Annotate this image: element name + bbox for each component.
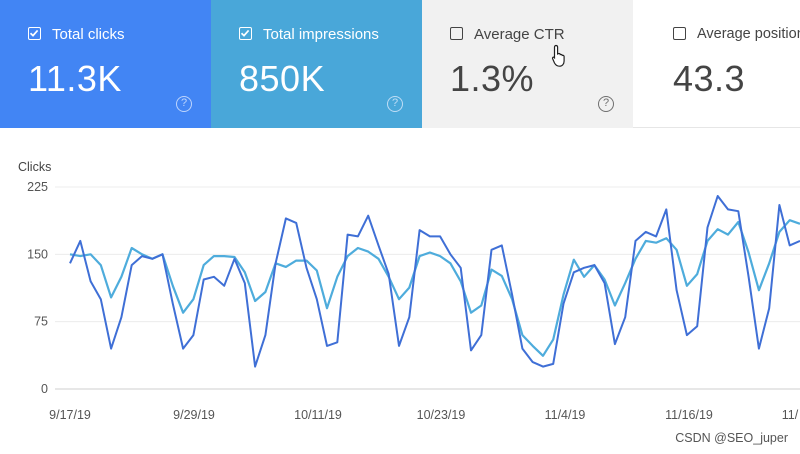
y-tick-label: 150: [27, 247, 48, 261]
card-value: 43.3: [673, 58, 746, 99]
x-tick-label: 10/23/19: [417, 408, 466, 420]
clicks-series-line[interactable]: [69, 195, 800, 368]
card-value: 850K: [239, 58, 326, 99]
checkbox-unchecked-icon[interactable]: [450, 27, 463, 40]
y-tick-label: 225: [27, 180, 48, 194]
performance-chart: 225 150 75 09/17/19 9/29/19 10/11/19 10/23/19 1…: [27, 180, 800, 420]
x-tick-label: 10/11/19: [294, 408, 342, 420]
total-impressions-card[interactable]: Total impressions 850K ?: [211, 0, 422, 128]
average-position-card[interactable]: Average position 43.3: [633, 0, 800, 128]
watermark-text: CSDN @SEO_juper: [675, 431, 788, 445]
y-tick-label: 0: [41, 382, 48, 396]
card-label: Total impressions: [263, 26, 379, 43]
help-icon[interactable]: ?: [598, 96, 614, 112]
checkbox-checked-icon[interactable]: [28, 27, 41, 40]
card-value: 1.3%: [450, 58, 535, 99]
card-label: Average position: [697, 26, 800, 42]
checkbox-checked-icon[interactable]: [239, 27, 252, 40]
card-label: Total clicks: [52, 26, 125, 43]
x-tick-label: 9/17/19: [49, 408, 91, 420]
y-tick-label: 75: [34, 315, 48, 329]
metric-cards: Total clicks 11.3K ? Total impressions 8…: [0, 0, 800, 128]
help-icon[interactable]: ?: [387, 96, 403, 112]
total-clicks-card[interactable]: Total clicks 11.3K ?: [0, 0, 211, 128]
average-ctr-card[interactable]: Average CTR 1.3% ?: [422, 0, 633, 128]
help-icon[interactable]: ?: [176, 96, 192, 112]
card-label: Average CTR: [474, 26, 565, 43]
x-tick-label: 11/4/19: [545, 408, 586, 420]
x-tick-label: 11/: [782, 408, 799, 420]
y-axis-title: Clicks: [18, 160, 52, 174]
hand-cursor-icon: [551, 44, 565, 67]
card-value: 11.3K: [28, 58, 122, 99]
checkbox-unchecked-icon[interactable]: [673, 27, 686, 40]
impressions-series-line[interactable]: [69, 219, 800, 357]
x-tick-label: 11/16/19: [665, 408, 713, 420]
x-tick-label: 9/29/19: [173, 408, 215, 420]
